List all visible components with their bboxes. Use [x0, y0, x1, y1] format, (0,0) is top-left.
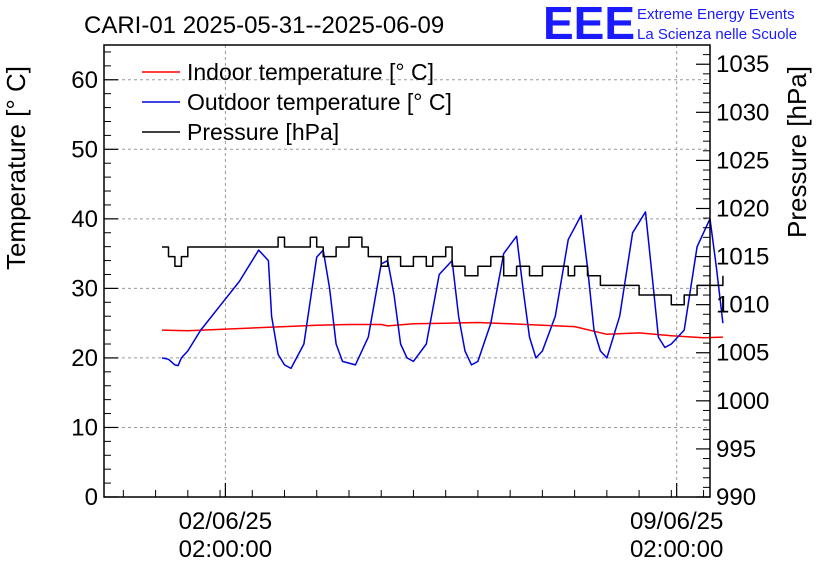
series-line: [162, 236, 724, 306]
x-tick-time: 02:00:00: [630, 536, 723, 563]
axis-layer: 0102030405060990995100010051010101510201…: [71, 51, 769, 563]
legend-label: Pressure [hPa]: [187, 119, 339, 145]
x-tick-date: 09/06/25: [630, 508, 723, 535]
y-tick-label: 20: [71, 345, 98, 372]
y2-tick-label: 1035: [716, 51, 769, 78]
y2-tick-label: 1005: [716, 340, 769, 367]
y-tick-label: 50: [71, 136, 98, 163]
y-tick-label: 30: [71, 275, 98, 302]
series-line: [161, 321, 723, 339]
y2-tick-label: 990: [716, 484, 756, 511]
y-tick-label: 0: [85, 484, 98, 511]
y-axis-title: Temperature [° C]: [1, 66, 31, 270]
y2-axis-title: Pressure [hPa]: [782, 66, 812, 238]
series-line: [161, 211, 724, 370]
y2-tick-label: 1000: [716, 388, 769, 415]
logo-line2: La Scienza nelle Scuole: [637, 26, 797, 43]
legend: Indoor temperature [° C] Outdoor temperat…: [142, 59, 452, 145]
y2-tick-label: 995: [716, 436, 756, 463]
chart-title: CARI-01 2025-05-31--2025-06-09: [84, 12, 444, 39]
x-tick-date: 02/06/25: [179, 508, 272, 535]
y2-tick-label: 1025: [716, 147, 769, 174]
logo: EEE Extreme Energy Events La Scienza nel…: [543, 0, 797, 49]
series-layer: [161, 211, 724, 370]
y2-tick-label: 1030: [716, 99, 769, 126]
logo-letters: EEE: [543, 0, 635, 49]
plot-frame: [103, 44, 711, 498]
y-tick-label: 60: [71, 67, 98, 94]
x-tick-time: 02:00:00: [179, 536, 272, 563]
legend-label: Outdoor temperature [° C]: [187, 89, 452, 115]
legend-label: Indoor temperature [° C]: [187, 59, 434, 85]
y2-tick-label: 1015: [716, 244, 769, 271]
y2-tick-label: 1010: [716, 292, 769, 319]
y-tick-label: 10: [71, 414, 98, 441]
logo-line1: Extreme Energy Events: [637, 6, 795, 23]
y2-tick-label: 1020: [716, 195, 769, 222]
y-tick-label: 40: [71, 206, 98, 233]
